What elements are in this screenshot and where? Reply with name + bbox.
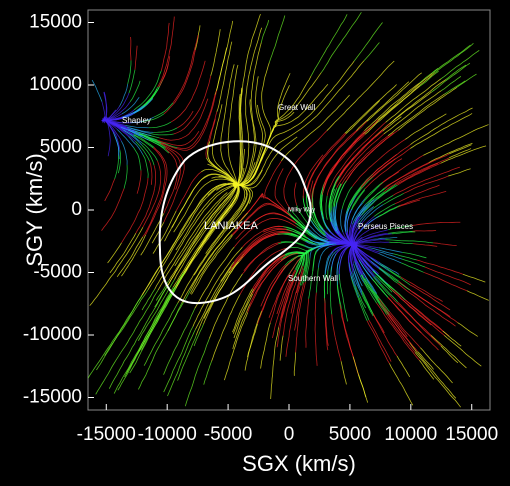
y-tick-label: 10000	[29, 74, 82, 95]
annotation: Great Wall	[278, 103, 316, 112]
x-tick-label: -15000	[77, 424, 136, 445]
annotation: Southern Wall	[288, 274, 338, 283]
annotation: Milky Way	[288, 208, 315, 214]
annotation: Shapley	[122, 116, 151, 125]
y-tick-label: -10000	[23, 324, 82, 345]
annotation: LANIAKEA	[204, 220, 258, 232]
x-axis-label: SGX (km/s)	[242, 451, 356, 476]
annotation: Perseus Pisces	[358, 222, 413, 231]
x-tick-label: 0	[284, 424, 295, 445]
y-axis-label: SGY (km/s)	[22, 153, 47, 266]
x-tick-label: 5000	[329, 424, 371, 445]
x-tick-label: 10000	[384, 424, 437, 445]
chart: SGX (km/s) SGY (km/s) -15000-10000-50000…	[0, 0, 510, 486]
x-tick-label: -10000	[138, 424, 197, 445]
y-tick-label: 15000	[29, 12, 82, 33]
y-tick-label: 0	[71, 199, 82, 220]
y-tick-label: -15000	[23, 387, 82, 408]
y-tick-label: -5000	[33, 262, 82, 283]
x-tick-label: 15000	[445, 424, 498, 445]
y-tick-label: 5000	[40, 137, 82, 158]
x-tick-label: -5000	[204, 424, 253, 445]
